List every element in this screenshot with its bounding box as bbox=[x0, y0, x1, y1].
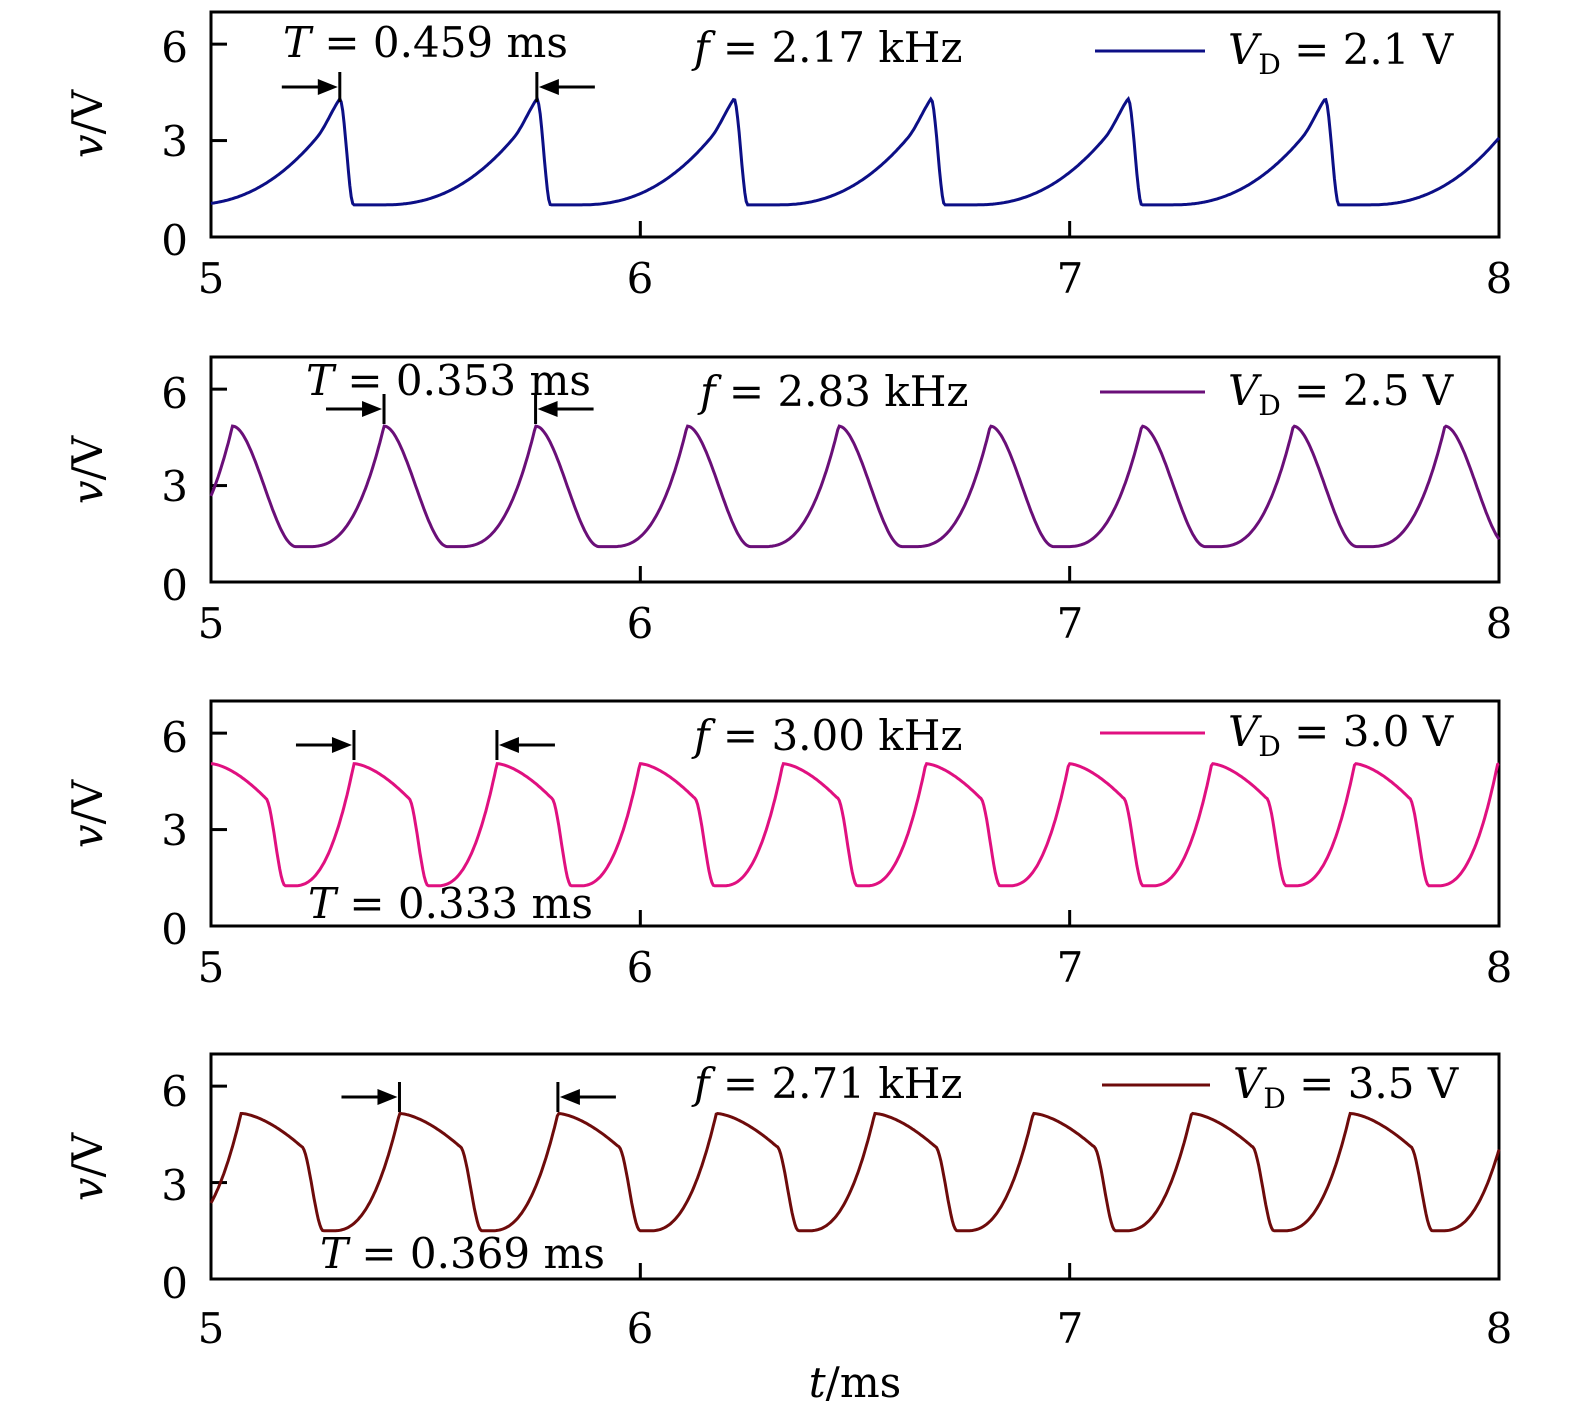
y-tick-label: 0 bbox=[161, 1259, 188, 1308]
period-arrow-head bbox=[537, 401, 558, 417]
x-tick-label: 7 bbox=[1057, 599, 1084, 648]
y-tick-label: 3 bbox=[161, 806, 188, 855]
frequency-label: f = 2.71 kHz bbox=[691, 1059, 963, 1108]
period-label: T = 0.369 ms bbox=[320, 1229, 605, 1278]
y-axis-label: v/V bbox=[63, 779, 112, 848]
y-axis-label: v/V bbox=[63, 1132, 112, 1201]
period-label: T = 0.459 ms bbox=[283, 18, 568, 67]
series-line bbox=[210, 95, 1501, 207]
x-tick-label: 7 bbox=[1057, 943, 1084, 992]
frequency-label: f = 2.17 kHz bbox=[691, 23, 963, 72]
x-tick-label: 6 bbox=[627, 254, 654, 303]
plot-frame bbox=[209, 1052, 1501, 1281]
y-tick-label: 6 bbox=[161, 1067, 188, 1116]
y-tick-label: 0 bbox=[161, 561, 188, 610]
y-tick-label: 3 bbox=[161, 117, 188, 166]
period-arrow-head bbox=[538, 79, 559, 95]
x-tick-label: 5 bbox=[198, 1304, 225, 1353]
frequency-label: f = 3.00 kHz bbox=[691, 711, 963, 760]
x-tick-label: 5 bbox=[198, 254, 225, 303]
x-tick-label: 8 bbox=[1486, 943, 1513, 992]
panel-3: 6 3 0 5 6 7 8 v/V T = 0.333 ms f = 3.00 … bbox=[63, 699, 1513, 992]
period-label: T = 0.353 ms bbox=[306, 356, 591, 405]
x-tick-label: 7 bbox=[1057, 1304, 1084, 1353]
x-axis-label: t/ms bbox=[809, 1358, 901, 1407]
legend-label: VD = 2.1 V bbox=[1228, 25, 1454, 81]
period-markers bbox=[326, 394, 594, 424]
x-tick-label: 7 bbox=[1057, 254, 1084, 303]
y-tick-label: 6 bbox=[161, 713, 188, 762]
panel-2: 6 3 0 5 6 7 8 v/V T = 0.353 ms f = 2.83 … bbox=[63, 355, 1513, 648]
period-arrow-head bbox=[498, 737, 519, 753]
ticks bbox=[211, 42, 1072, 237]
period-markers bbox=[341, 1082, 616, 1112]
y-tick-label: 6 bbox=[161, 369, 188, 418]
y-axis-label: v/V bbox=[63, 435, 112, 504]
series-line bbox=[209, 1111, 1501, 1233]
plot-frame bbox=[209, 355, 1501, 584]
y-tick-label: 0 bbox=[161, 216, 188, 265]
period-arrow-head bbox=[317, 79, 338, 95]
period-arrow-head bbox=[377, 1089, 398, 1105]
period-markers bbox=[295, 730, 555, 760]
panel-4: 6 3 0 5 6 7 8 v/V T = 0.369 ms f = 2.71 … bbox=[63, 1052, 1513, 1353]
x-tick-label: 8 bbox=[1486, 1304, 1513, 1353]
period-label: T = 0.333 ms bbox=[308, 879, 593, 928]
period-arrow-head bbox=[331, 737, 352, 753]
x-tick-label: 8 bbox=[1486, 599, 1513, 648]
series-line bbox=[209, 424, 1501, 549]
legend-label: VD = 3.5 V bbox=[1233, 1059, 1459, 1115]
x-tick-label: 6 bbox=[627, 943, 654, 992]
frequency-label: f = 2.83 kHz bbox=[697, 367, 969, 416]
plot-frame bbox=[209, 10, 1501, 239]
plot-frame bbox=[209, 699, 1501, 928]
x-tick-label: 8 bbox=[1486, 254, 1513, 303]
y-axis-label: v/V bbox=[63, 89, 112, 158]
y-tick-label: 3 bbox=[161, 1161, 188, 1210]
period-arrow-head bbox=[362, 401, 383, 417]
x-tick-label: 6 bbox=[627, 1304, 654, 1353]
x-tick-label: 5 bbox=[198, 943, 225, 992]
panel-1: 6 3 0 5 6 7 8 v/V T = 0.459 ms f = 2.17 … bbox=[63, 10, 1513, 303]
y-tick-label: 6 bbox=[161, 23, 188, 72]
x-tick-label: 6 bbox=[627, 599, 654, 648]
legend-label: VD = 3.0 V bbox=[1228, 707, 1454, 763]
ticks bbox=[211, 731, 1072, 926]
period-markers bbox=[281, 72, 595, 102]
period-arrow-head bbox=[559, 1089, 580, 1105]
x-tick-label: 5 bbox=[198, 599, 225, 648]
y-tick-label: 0 bbox=[161, 905, 188, 954]
series-line bbox=[210, 762, 1500, 888]
y-tick-label: 3 bbox=[161, 462, 188, 511]
ticks bbox=[211, 387, 1072, 582]
legend-label: VD = 2.5 V bbox=[1228, 366, 1454, 422]
